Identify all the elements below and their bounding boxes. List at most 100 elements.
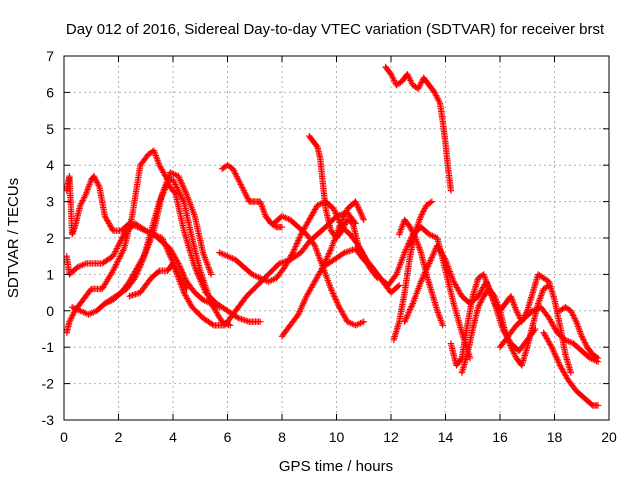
data-point-marker: [325, 251, 332, 259]
data-point-marker: [401, 318, 408, 325]
data-point-marker: [406, 306, 414, 313]
data-point-marker: [429, 252, 436, 260]
data-point-marker: [139, 258, 146, 265]
data-point-marker: [291, 244, 299, 252]
data-point-marker: [156, 198, 163, 205]
data-point-marker: [341, 211, 348, 219]
data-point-marker: [421, 270, 428, 278]
data-point-marker: [176, 189, 183, 196]
data-point-marker: [91, 174, 98, 181]
data-point-marker: [77, 202, 84, 209]
data-point-marker: [330, 291, 337, 299]
data-point-marker: [288, 250, 296, 258]
data-point-marker: [290, 247, 297, 255]
data-point-marker: [415, 85, 422, 92]
data-point-marker: [177, 266, 185, 273]
data-point-marker: [387, 71, 395, 78]
data-point-marker: [242, 190, 249, 197]
data-point-marker: [117, 251, 125, 259]
data-point-marker: [244, 195, 251, 202]
data-point-marker: [476, 300, 483, 308]
data-point-marker: [177, 178, 185, 186]
y-tick-label: -3: [42, 412, 55, 428]
y-tick-label: 2: [46, 230, 54, 246]
data-point-marker: [509, 347, 516, 354]
data-point-marker: [113, 259, 121, 267]
data-point-marker: [115, 242, 122, 249]
x-tick-label: 8: [278, 429, 286, 445]
series-sat-h: [216, 198, 403, 296]
data-point-marker: [112, 246, 120, 254]
data-point-marker: [547, 342, 555, 349]
data-point-marker: [567, 307, 575, 314]
data-point-marker: [330, 205, 337, 213]
data-point-marker: [239, 185, 247, 193]
series-sat-o: [395, 216, 446, 329]
data-point-marker: [110, 266, 118, 273]
x-tick-label: 4: [169, 429, 177, 445]
data-point-marker: [490, 291, 497, 299]
data-point-marker: [112, 248, 119, 255]
data-point-marker: [423, 266, 430, 273]
data-point-marker: [556, 360, 563, 368]
data-point-marker: [406, 238, 413, 246]
data-point-marker: [174, 258, 181, 266]
data-point-marker: [357, 210, 365, 217]
data-point-marker: [297, 305, 305, 312]
data-point-marker: [404, 241, 412, 249]
data-point-marker: [355, 242, 362, 249]
data-point-marker: [549, 345, 556, 352]
data-point-marker: [333, 213, 341, 220]
data-point-marker: [158, 193, 165, 201]
data-point-marker: [427, 257, 434, 264]
data-point-marker: [295, 309, 303, 317]
data-point-marker: [418, 276, 425, 284]
data-point-marker: [179, 182, 186, 189]
data-point-marker: [155, 268, 162, 275]
data-point-marker: [417, 212, 425, 220]
data-point-marker: [553, 354, 560, 362]
data-point-marker: [355, 243, 363, 251]
data-point-marker: [405, 74, 413, 81]
data-point-marker: [432, 90, 439, 98]
data-point-marker: [432, 92, 440, 99]
data-point-marker: [435, 97, 442, 104]
data-point-marker: [402, 247, 409, 255]
y-tick-label: 6: [46, 84, 54, 100]
y-tick-label: 0: [46, 303, 54, 319]
data-point-marker: [340, 224, 347, 231]
data-point-marker: [119, 248, 126, 256]
data-point-marker: [299, 302, 306, 309]
data-point-marker: [207, 271, 215, 278]
data-point-marker: [441, 255, 448, 262]
data-point-marker: [580, 336, 587, 343]
data-point-marker: [515, 312, 522, 319]
data-point-marker: [341, 221, 349, 228]
data-point-marker: [478, 297, 485, 305]
y-tick-label: 7: [46, 48, 54, 64]
data-point-marker: [477, 299, 484, 306]
data-point-marker: [135, 265, 143, 273]
data-point-marker: [407, 225, 415, 232]
data-point-marker: [335, 302, 342, 309]
data-point-marker: [227, 322, 234, 329]
data-point-marker: [333, 299, 341, 306]
data-point-marker: [293, 241, 300, 249]
data-point-marker: [408, 78, 415, 86]
data-point-marker: [447, 187, 455, 194]
data-point-marker: [134, 268, 141, 276]
data-point-marker: [551, 351, 559, 358]
data-point-marker: [175, 187, 182, 194]
data-point-marker: [182, 189, 190, 197]
x-tick-label: 12: [383, 429, 399, 445]
data-point-marker: [416, 82, 424, 89]
data-point-marker: [171, 179, 178, 187]
data-point-marker: [241, 189, 248, 196]
data-point-marker: [570, 313, 578, 321]
data-point-marker: [233, 173, 241, 180]
x-tick-label: 10: [329, 429, 345, 445]
data-point-marker: [388, 72, 395, 79]
data-point-marker: [178, 267, 186, 275]
data-point-marker: [407, 77, 414, 84]
data-point-marker: [510, 350, 518, 357]
